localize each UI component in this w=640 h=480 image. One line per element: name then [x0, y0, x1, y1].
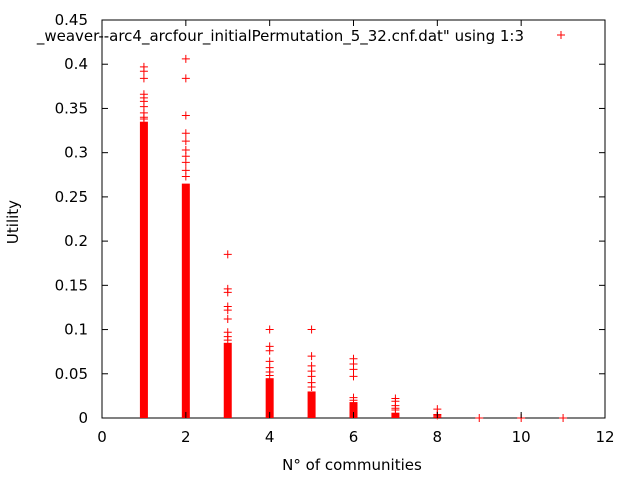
data-point	[223, 306, 232, 315]
data-point	[223, 314, 232, 323]
y-tick-label: 0.4	[64, 55, 88, 73]
data-point	[181, 54, 190, 63]
data-point	[307, 325, 316, 334]
dense-point-cluster	[349, 402, 358, 418]
data-point	[139, 67, 148, 76]
x-tick-label: 12	[595, 428, 614, 446]
data-point	[181, 137, 190, 146]
data-point	[139, 74, 148, 83]
data-point	[265, 371, 274, 380]
y-axis-label: Utility	[4, 200, 22, 244]
data-point	[223, 250, 232, 259]
data-point	[181, 129, 190, 138]
y-tick-label: 0.45	[55, 11, 88, 29]
legend: _weaver--arc4_arcfour_initialPermutation…	[36, 27, 565, 46]
data-point	[475, 414, 484, 422]
x-axis-ticks: 0 2 4 6 8 10 12	[97, 20, 615, 446]
data-point	[223, 288, 232, 297]
legend-marker	[557, 31, 565, 39]
data-point	[181, 111, 190, 120]
data-point	[349, 372, 358, 381]
dense-point-cluster	[265, 378, 274, 418]
y-tick-label: 0.3	[64, 144, 88, 162]
dense-point-cluster	[391, 412, 400, 418]
y-tick-label: 0.25	[55, 188, 88, 206]
dense-point-cluster	[181, 183, 190, 418]
data-point	[265, 346, 274, 355]
data-point	[223, 336, 232, 345]
data-point	[349, 396, 358, 405]
data-point	[559, 414, 568, 422]
data-point	[349, 365, 358, 374]
x-tick-label: 8	[433, 428, 443, 446]
x-tick-label: 0	[97, 428, 107, 446]
y-tick-label: 0.2	[64, 232, 88, 250]
y-tick-label: 0.15	[55, 276, 88, 294]
data-point	[181, 158, 190, 167]
data-point	[307, 383, 316, 392]
y-tick-label: 0.05	[55, 365, 88, 383]
x-tick-label: 4	[265, 428, 275, 446]
data-point	[391, 406, 400, 415]
dense-point-cluster	[223, 342, 232, 418]
x-tick-label: 6	[349, 428, 359, 446]
dense-point-cluster	[139, 121, 148, 418]
y-axis-ticks: 0 0.05 0.1 0.15 0.2 0.25 0.3 0.35 0.4 0.45	[55, 11, 605, 427]
x-axis-label: N° of communities	[282, 456, 422, 474]
y-tick-label: 0.1	[64, 321, 88, 339]
y-tick-label: 0	[78, 409, 88, 427]
data-point	[181, 172, 190, 181]
x-tick-label: 2	[181, 428, 191, 446]
dense-point-cluster	[307, 391, 316, 418]
data-point	[307, 352, 316, 361]
data-point	[139, 115, 148, 124]
legend-series-label: _weaver--arc4_arcfour_initialPermutation…	[36, 27, 524, 46]
data-points	[139, 54, 568, 422]
x-tick-label: 10	[512, 428, 531, 446]
y-tick-label: 0.35	[55, 99, 88, 117]
data-point	[181, 74, 190, 83]
data-point	[265, 325, 274, 334]
